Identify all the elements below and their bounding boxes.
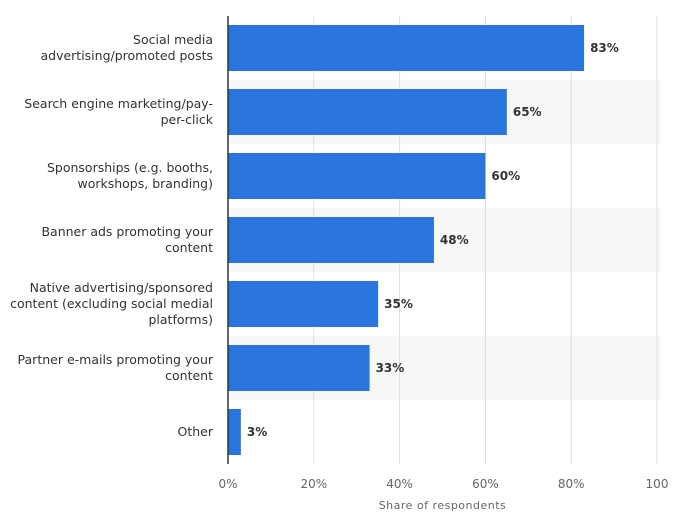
- x-tick-label: 0%: [218, 477, 237, 491]
- bar: [228, 25, 585, 71]
- value-label: 83%: [590, 41, 619, 55]
- value-label: 3%: [247, 425, 267, 439]
- x-tick-label: 20%: [300, 477, 327, 491]
- x-axis-title: Share of respondents: [379, 499, 507, 512]
- category-label: Native advertising/sponsored content (exc…: [10, 280, 213, 327]
- bar: [228, 153, 486, 199]
- value-label: 35%: [384, 297, 413, 311]
- x-tick-label: 40%: [386, 477, 413, 491]
- bar: [228, 217, 434, 263]
- bar: [228, 345, 370, 391]
- category-label: Banner ads promoting your content: [41, 224, 213, 255]
- value-label: 48%: [440, 233, 469, 247]
- category-label: Social media advertising/promoted posts: [40, 32, 213, 63]
- value-label: 33%: [376, 361, 405, 375]
- bars: [228, 25, 585, 455]
- bar: [228, 281, 379, 327]
- category-label: Other: [178, 424, 214, 439]
- x-tick-label: 60%: [472, 477, 499, 491]
- value-label: 60%: [491, 169, 520, 183]
- bar: [228, 89, 507, 135]
- category-label: Sponsorships (e.g. booths, workshops, bra…: [47, 160, 213, 191]
- value-label: 65%: [513, 105, 542, 119]
- x-tick-label: 100: [646, 477, 669, 491]
- bar: [228, 409, 241, 455]
- x-tick-label: 80%: [558, 477, 585, 491]
- category-label: Search engine marketing/pay-per-click: [24, 96, 213, 127]
- x-tick-labels: 0% 20% 40% 60% 80% 100: [218, 477, 668, 491]
- category-label: Partner e-mails promoting your content: [18, 352, 214, 383]
- category-labels: Social media advertising/promoted posts Se…: [10, 32, 214, 439]
- value-labels: 83% 65% 60% 48% 35% 33% 3%: [247, 41, 619, 439]
